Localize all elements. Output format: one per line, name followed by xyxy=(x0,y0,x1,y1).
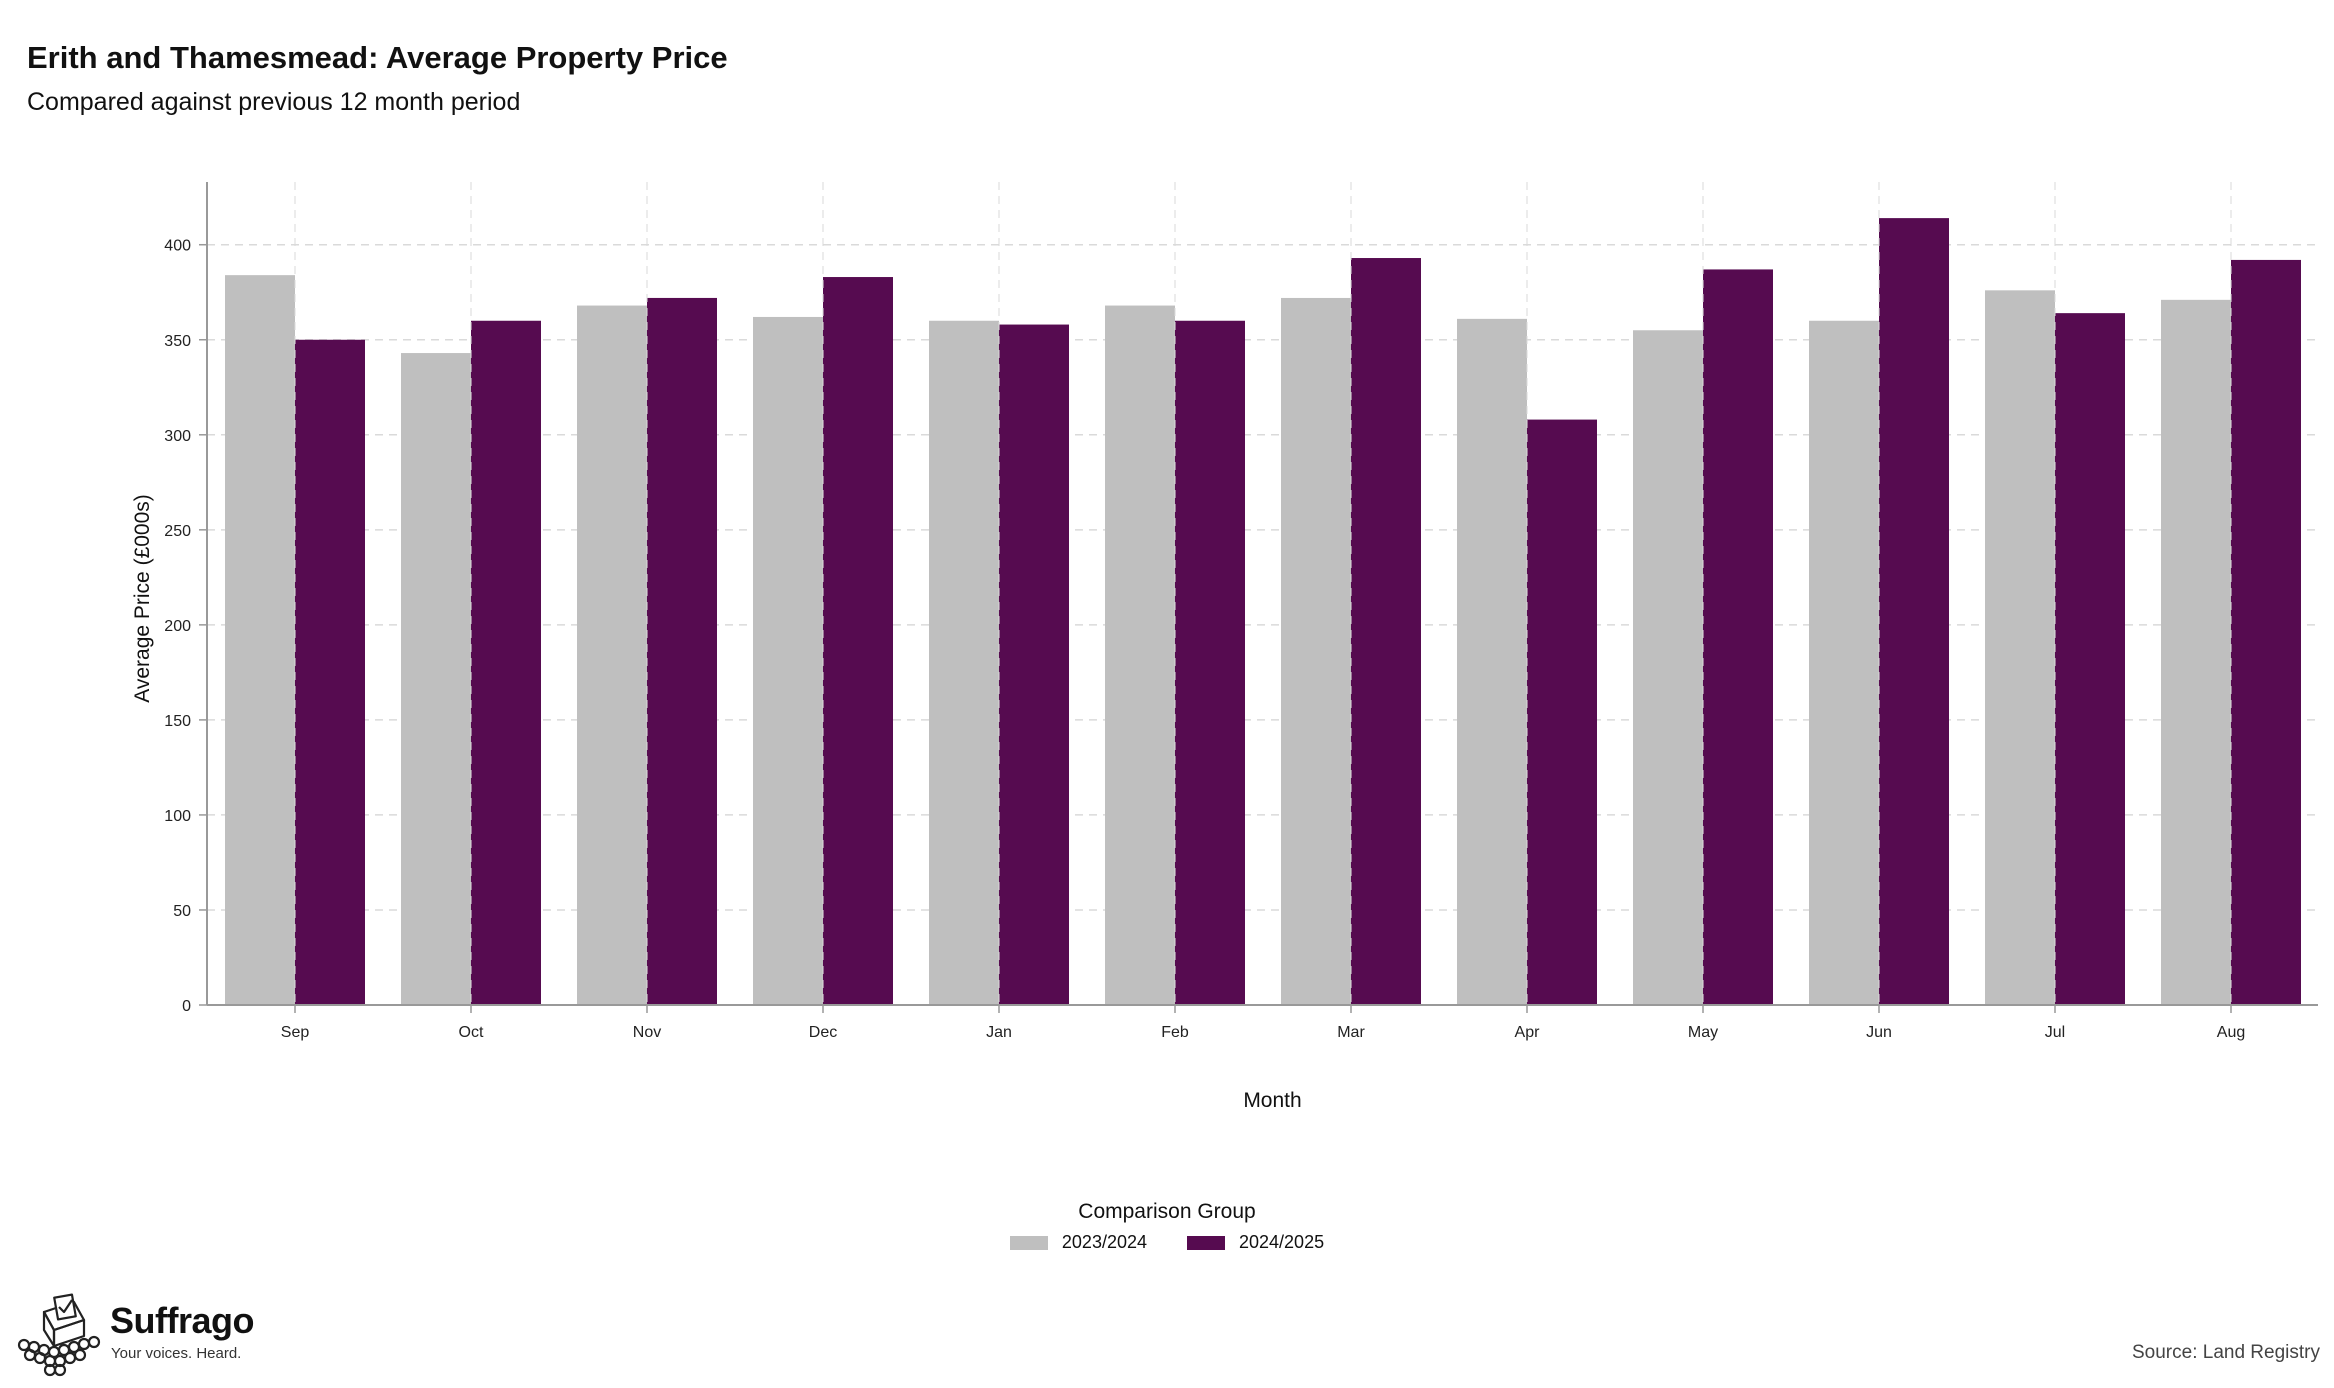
y-tick-label: 400 xyxy=(164,238,191,255)
legend-swatch-2023-2024 xyxy=(1009,1235,1048,1250)
vertical-grid-lines xyxy=(294,182,2232,1005)
bar-chart: 0 50 100 150 200 250 300 350 400 Sep Oct Nov Dec Jan F… xyxy=(131,182,2318,1112)
bar-2023-2024 xyxy=(1985,290,2055,1005)
x-tick-label: Dec xyxy=(809,1024,837,1041)
x-tick-label: Nov xyxy=(633,1024,661,1041)
bar-2024-2025 xyxy=(1527,419,1597,1005)
bar-2023-2024 xyxy=(577,305,647,1005)
y-tick-label: 350 xyxy=(164,333,191,350)
x-tick-label: Apr xyxy=(1515,1024,1541,1041)
chart-title: Erith and Thamesmead: Average Property P… xyxy=(27,40,728,75)
bar-2023-2024 xyxy=(225,275,295,1006)
bar-2024-2025 xyxy=(295,339,365,1005)
bar-2024-2025 xyxy=(999,324,1069,1005)
x-axis-title: Month xyxy=(1243,1089,1301,1112)
tick-labels: 0 50 100 150 200 250 300 350 400 Sep Oct Nov Dec Jan F… xyxy=(164,238,2245,1041)
bar-2023-2024 xyxy=(929,320,999,1005)
legend-label-2024-2025: 2024/2025 xyxy=(1239,1232,1325,1252)
x-tick-label: Feb xyxy=(1161,1024,1189,1041)
bar-2023-2024 xyxy=(753,316,823,1005)
y-tick-label: 50 xyxy=(173,903,191,920)
x-tick-label: May xyxy=(1688,1024,1718,1041)
brand-name: Suffrago xyxy=(110,1300,255,1341)
y-tick-label: 100 xyxy=(164,808,191,825)
bar-2023-2024 xyxy=(2161,299,2231,1005)
bar-2024-2025 xyxy=(823,277,893,1005)
legend-label-2023-2024: 2023/2024 xyxy=(1061,1232,1147,1252)
y-tick-label: 250 xyxy=(164,523,191,540)
bar-2024-2025 xyxy=(471,320,541,1005)
legend: Comparison Group 2023/2024 2024/2025 xyxy=(0,1200,2334,1253)
bar-2023-2024 xyxy=(1809,320,1879,1005)
ballot-box-logo-icon xyxy=(17,1293,101,1377)
y-tick-label: 200 xyxy=(164,618,191,635)
x-tick-label: Oct xyxy=(459,1024,484,1041)
bar-2024-2025 xyxy=(1879,218,1949,1005)
bars xyxy=(225,218,2301,1006)
bar-2023-2024 xyxy=(401,353,471,1005)
bar-2024-2025 xyxy=(647,297,717,1005)
bar-2023-2024 xyxy=(1105,305,1175,1005)
y-tick-label: 0 xyxy=(182,998,191,1015)
legend-swatch-2024-2025 xyxy=(1187,1235,1225,1250)
y-tick-label: 300 xyxy=(164,428,191,445)
bar-2024-2025 xyxy=(2231,259,2301,1005)
y-tick-label: 150 xyxy=(164,713,191,730)
bar-2024-2025 xyxy=(1351,258,1421,1005)
axes xyxy=(199,182,2318,1013)
legend-items: 2023/2024 2024/2025 xyxy=(0,1232,2334,1253)
bar-2023-2024 xyxy=(1281,297,1351,1005)
bar-2023-2024 xyxy=(1633,330,1703,1005)
legend-item-2024-2025: 2024/2025 xyxy=(1187,1232,1324,1253)
x-tick-label: Jan xyxy=(986,1024,1012,1041)
x-tick-label: Sep xyxy=(281,1024,310,1041)
y-axis-title: Average Price (£000s) xyxy=(131,494,154,703)
chart-subtitle: Compared against previous 12 month perio… xyxy=(27,88,521,116)
legend-item-2023-2024: 2023/2024 xyxy=(1009,1232,1147,1253)
bar-2023-2024 xyxy=(1457,318,1527,1006)
grid-lines xyxy=(207,243,2318,911)
bar-2024-2025 xyxy=(2055,313,2125,1005)
x-tick-label: Jun xyxy=(1866,1024,1892,1041)
x-tick-label: Mar xyxy=(1337,1024,1365,1041)
brand-tagline: Your voices. Heard. xyxy=(111,1345,242,1362)
x-tick-label: Jul xyxy=(2045,1024,2065,1041)
bar-2024-2025 xyxy=(1703,269,1773,1005)
legend-title: Comparison Group xyxy=(1078,1200,1256,1223)
source-note: Source: Land Registry xyxy=(2132,1342,2320,1363)
x-tick-label: Aug xyxy=(2217,1024,2245,1041)
bar-2024-2025 xyxy=(1175,320,1245,1005)
